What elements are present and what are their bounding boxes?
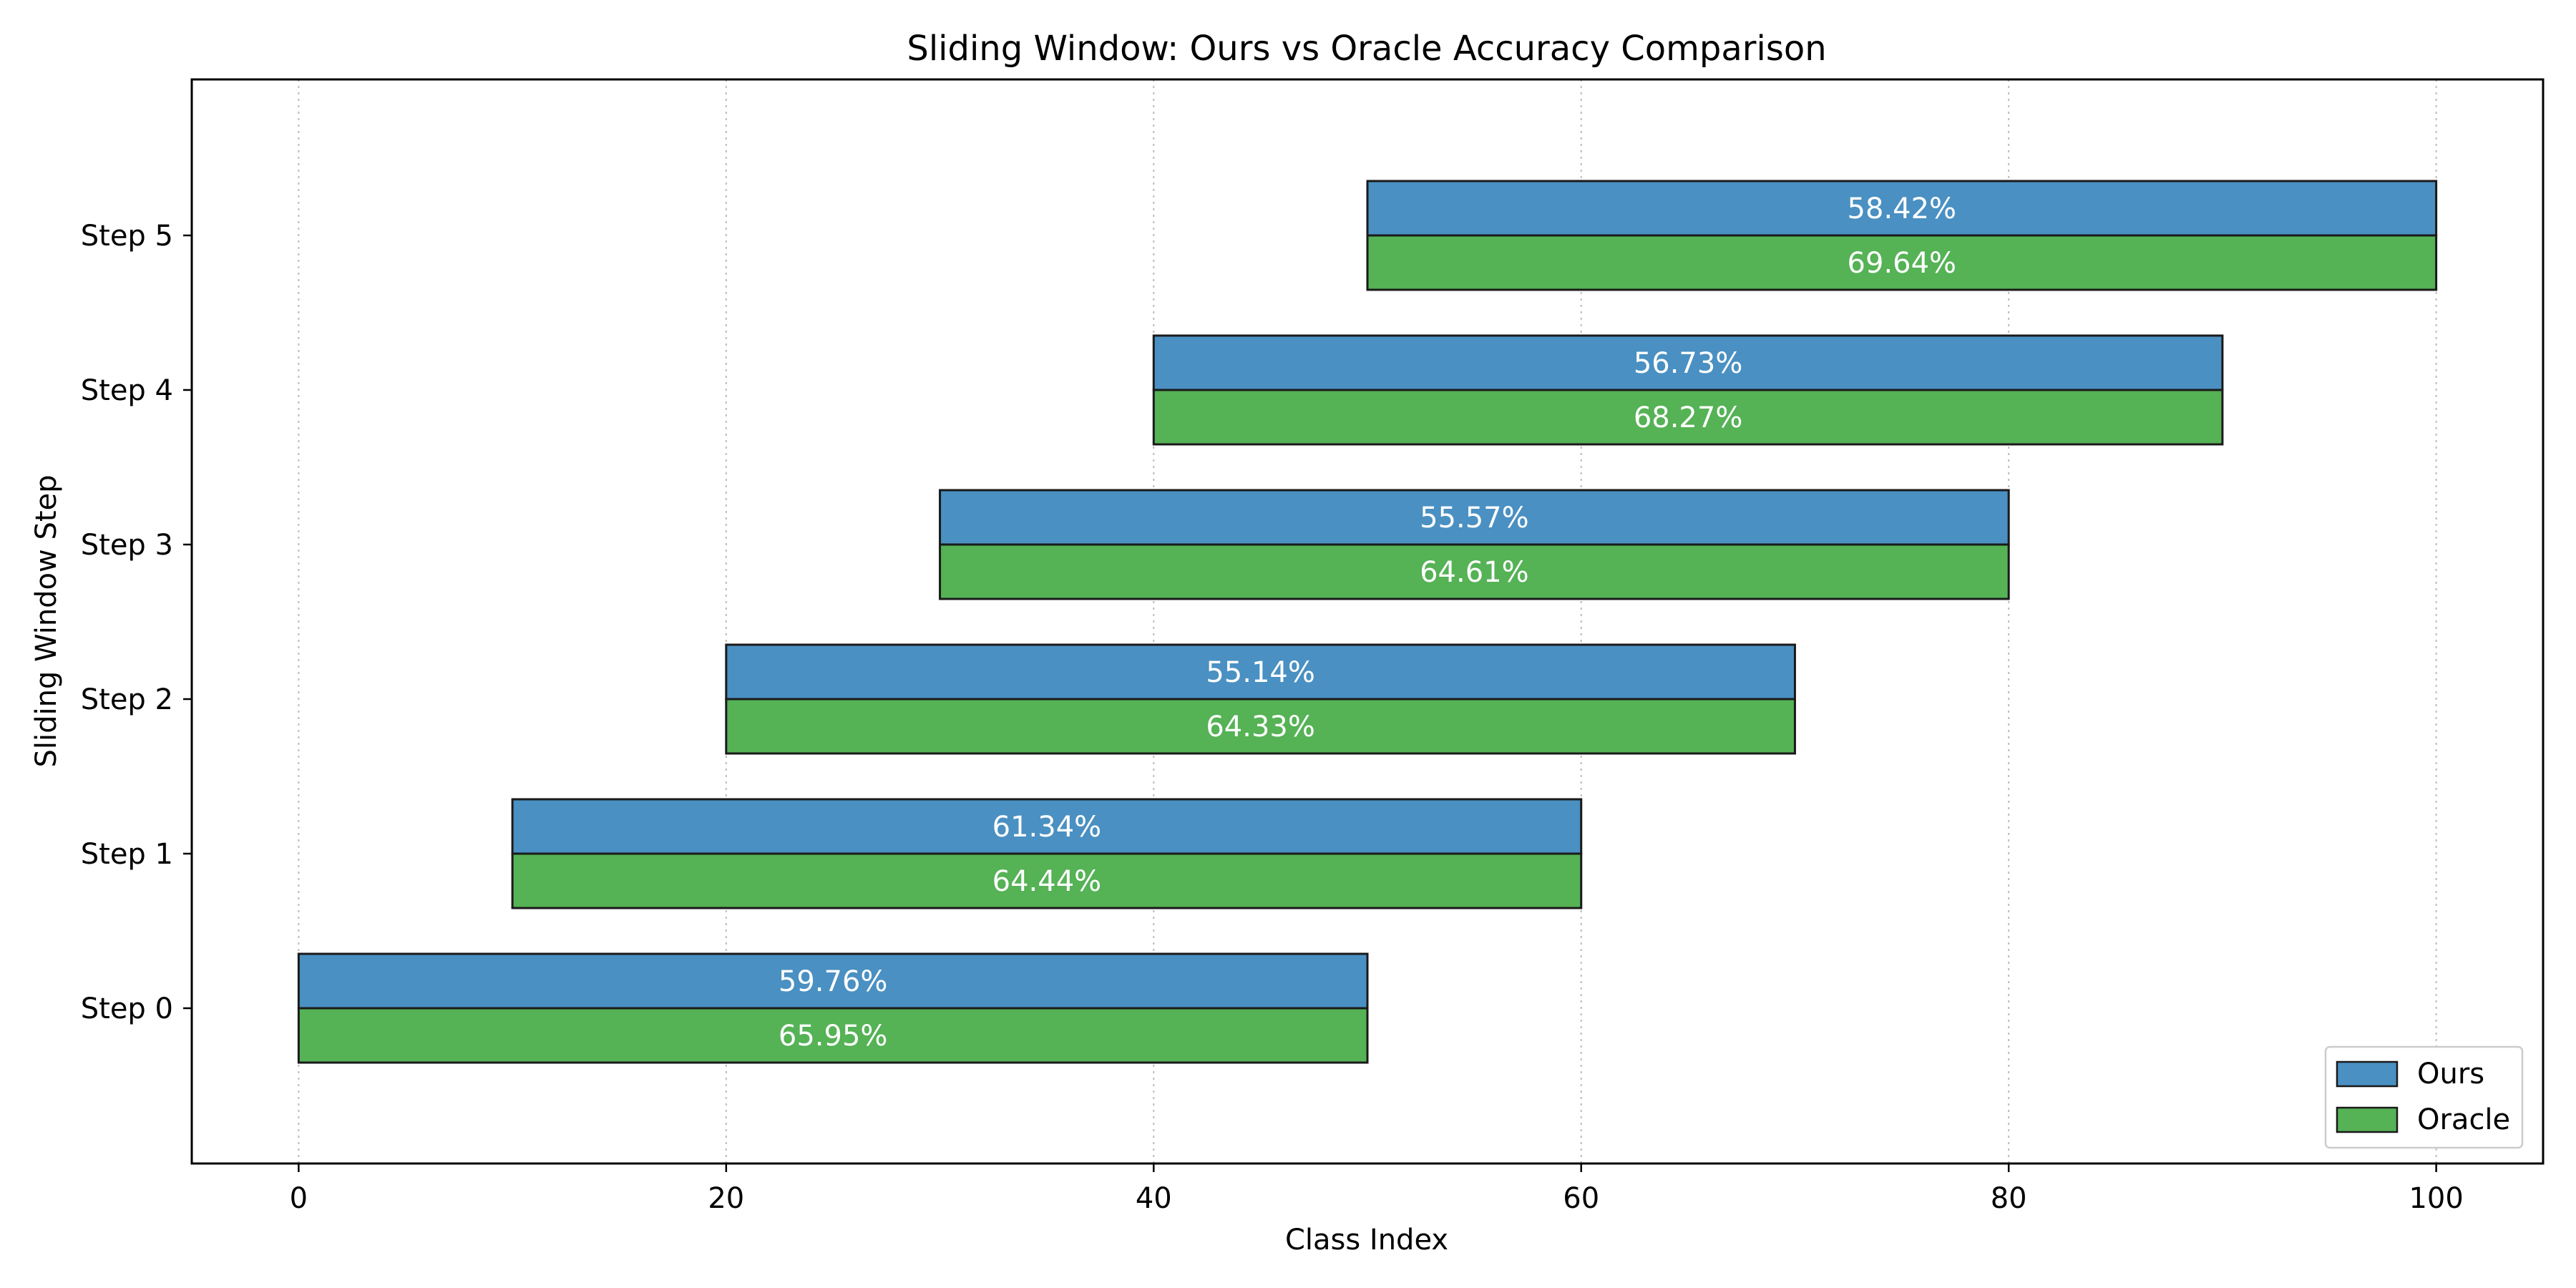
bar-label-ours-step-5: 58.42% xyxy=(1848,192,1957,225)
bar-ours-step-2 xyxy=(725,643,1796,701)
legend-label-ours: Ours xyxy=(2417,1058,2484,1091)
bar-oracle-step-3 xyxy=(939,543,2010,600)
bar-oracle-step-4 xyxy=(1152,389,2224,446)
legend-swatch-ours xyxy=(2336,1060,2399,1088)
bar-label-oracle-step-3: 64.61% xyxy=(1420,556,1529,589)
y-axis-label: Sliding Window Step xyxy=(30,474,63,767)
y-tick-label: Step 5 xyxy=(81,220,173,253)
bar-oracle-step-2 xyxy=(725,698,1796,755)
y-tick-label: Step 3 xyxy=(81,529,173,562)
y-tick-label: Step 2 xyxy=(81,683,173,716)
x-tick-label: 60 xyxy=(1563,1182,1599,1215)
x-tick-label: 20 xyxy=(708,1182,744,1215)
legend-swatch-oracle xyxy=(2336,1106,2399,1133)
plot-frame xyxy=(190,78,2545,1165)
bar-oracle-step-0 xyxy=(297,1007,1369,1064)
bar-label-ours-step-3: 55.57% xyxy=(1420,502,1529,535)
bar-oracle-step-5 xyxy=(1366,234,2438,291)
bar-label-oracle-step-4: 68.27% xyxy=(1634,401,1743,434)
bar-label-oracle-step-0: 65.95% xyxy=(779,1020,888,1053)
bar-label-oracle-step-2: 64.33% xyxy=(1206,711,1315,743)
legend-label-oracle: Oracle xyxy=(2417,1103,2510,1136)
bar-ours-step-0 xyxy=(297,952,1369,1010)
x-tick-label: 100 xyxy=(2409,1182,2463,1215)
bar-ours-step-4 xyxy=(1152,334,2224,391)
bar-ours-step-1 xyxy=(511,798,1583,855)
chart-title: Sliding Window: Ours vs Oracle Accuracy … xyxy=(907,29,1826,69)
x-tick-label: 80 xyxy=(1991,1182,2027,1215)
bars: 59.76% 65.95% 61.34% 64.44% 55.14% 64.33% 55.5… xyxy=(297,180,2438,1064)
bar-oracle-step-1 xyxy=(511,852,1583,909)
x-tick-label: 0 xyxy=(290,1182,308,1215)
y-tick-label: Step 0 xyxy=(81,992,173,1025)
x-axis-label: Class Index xyxy=(1285,1224,1448,1257)
x-ticks: 0 20 40 60 80 100 xyxy=(290,1163,2464,1215)
x-tick-label: 40 xyxy=(1136,1182,1172,1215)
y-tick-label: Step 1 xyxy=(81,838,173,871)
bar-label-ours-step-0: 59.76% xyxy=(779,965,888,998)
bar-label-ours-step-2: 55.14% xyxy=(1206,656,1315,689)
y-tick-label: Step 4 xyxy=(81,374,173,407)
bar-ours-step-3 xyxy=(939,489,2010,546)
bar-label-ours-step-4: 56.73% xyxy=(1634,347,1743,380)
bar-label-ours-step-1: 61.34% xyxy=(992,811,1102,844)
y-ticks: Step 0 Step 1 Step 2 Step 3 Step 4 Step 5 xyxy=(81,220,192,1025)
legend: Ours Oracle xyxy=(2324,1045,2524,1149)
bar-ours-step-5 xyxy=(1366,180,2438,237)
bar-label-oracle-step-1: 64.44% xyxy=(992,865,1102,898)
bar-label-oracle-step-5: 69.64% xyxy=(1848,247,1957,280)
